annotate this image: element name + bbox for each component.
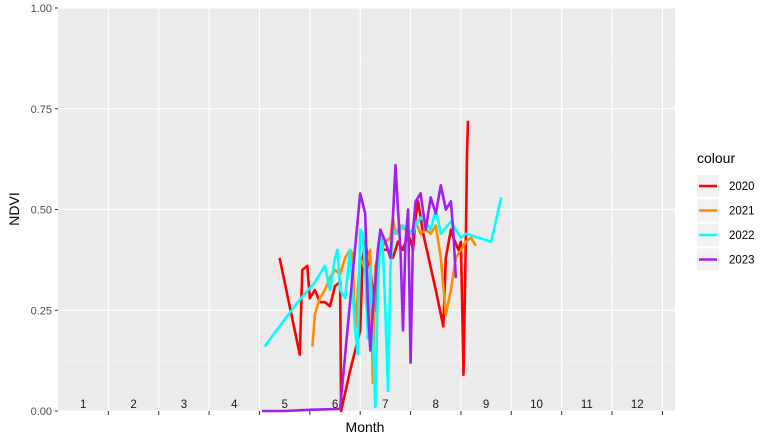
axes: 0.00 0.25 0.50 0.75 1.00 [31,3,663,418]
legend-label-2023: 2023 [729,255,755,267]
legend-label-2021: 2021 [729,206,755,218]
month-label: 2 [130,399,136,411]
y-tick-label: 0.50 [31,205,52,217]
month-label: 8 [433,399,439,411]
month-label: 6 [332,399,338,411]
series-lines [262,120,503,413]
legend: colour 2020 2021 2022 2023 [695,150,765,271]
month-label: 5 [281,399,287,411]
month-label: 9 [483,399,489,411]
month-label: 10 [530,399,543,411]
month-label: 11 [581,399,593,411]
y-tick-label: 0.75 [31,104,52,116]
y-tick-label: 1.00 [31,3,52,15]
series-line-2023 [262,163,458,413]
grid-lines [58,7,675,412]
month-label: 1 [80,399,86,411]
legend-title: colour [697,150,735,166]
month-label: 4 [231,399,238,411]
legend-label-2022: 2022 [729,230,755,242]
month-label: 3 [181,399,187,411]
month-labels: 1 2 3 4 5 6 7 8 9 10 11 12 [80,399,644,411]
y-axis-title: NDVI [6,192,22,225]
month-label: 12 [631,399,644,411]
legend-label-2020: 2020 [729,181,755,193]
y-tick-label: 0.25 [31,305,52,317]
y-tick-label: 0.00 [31,406,52,418]
x-axis-title: Month [346,419,385,435]
month-label: 7 [382,399,388,411]
